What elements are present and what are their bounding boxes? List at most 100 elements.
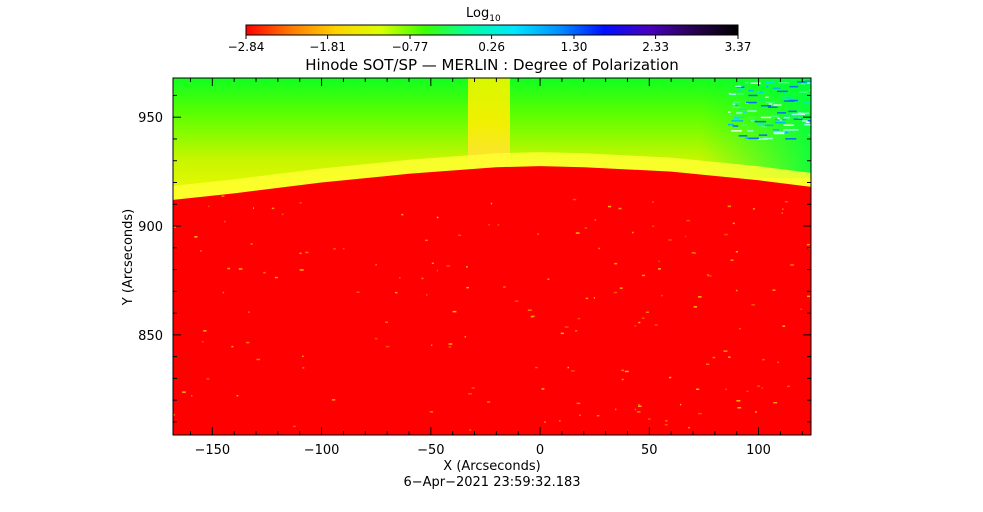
disk-speck (429, 411, 434, 413)
disk-speck (746, 390, 749, 393)
noise-mark (791, 113, 802, 116)
colorbar-tick-label: 3.37 (725, 40, 752, 54)
noise-mark (766, 86, 769, 88)
noise-mark (729, 93, 737, 96)
disk-speck (464, 336, 466, 338)
noise-mark (775, 122, 786, 124)
noise-mark (748, 94, 758, 97)
disk-speck (577, 317, 581, 320)
disk-speck (757, 385, 760, 387)
disk-speck (201, 341, 204, 343)
disk-speck (571, 370, 575, 372)
noise-mark (793, 118, 803, 120)
chart-title: Hinode SOT/SP — MERLIN : Degree of Polar… (305, 56, 679, 74)
disk-speck (658, 260, 660, 263)
noise-mark (765, 101, 776, 104)
disk-speck (535, 366, 538, 369)
noise-mark (770, 115, 780, 118)
disk-speck (593, 297, 595, 299)
colorbar-tick-label: 2.33 (642, 40, 669, 54)
disk-speck (567, 366, 569, 369)
disk-speck (469, 429, 472, 431)
noise-mark (747, 137, 759, 140)
noise-mark (785, 138, 797, 140)
disk-speck (596, 415, 600, 417)
noise-mark (803, 102, 809, 104)
disk-speck (728, 356, 731, 358)
disk-speck (707, 275, 712, 277)
noise-mark (731, 130, 742, 132)
noise-mark (784, 92, 787, 94)
noise-mark (735, 104, 739, 107)
disk-speck (222, 291, 225, 294)
noise-mark (738, 135, 748, 137)
disk-speck (579, 414, 581, 416)
disk-speck (471, 387, 475, 389)
disk-speck (724, 233, 728, 236)
disk-speck (488, 224, 490, 226)
colorbar-label-subscript: 10 (489, 14, 501, 24)
disk-speck (333, 248, 336, 250)
disk-speck (436, 216, 439, 219)
noise-mark (808, 89, 811, 91)
y-tick-label: 950 (138, 111, 163, 126)
disk-speck (736, 400, 741, 402)
noise-mark (777, 90, 788, 93)
disk-speck (772, 289, 776, 291)
timestamp: 6−Apr−2021 23:59:32.183 (403, 475, 580, 490)
disk-speck (274, 276, 278, 279)
noise-mark (772, 87, 781, 90)
disk-speck (782, 208, 784, 210)
disk-speck (619, 287, 623, 289)
x-axis-label: X (Arcseconds) (443, 459, 540, 474)
disk-speck (331, 399, 336, 401)
colorbar-tick-label: 0.26 (478, 40, 505, 54)
noise-mark (732, 103, 736, 106)
noise-mark (767, 106, 778, 108)
disk-speck (613, 291, 618, 294)
disk-speck (782, 325, 786, 327)
disk-speck (790, 264, 795, 266)
noise-mark (804, 81, 811, 83)
noise-mark (728, 123, 734, 126)
disk-speck (730, 259, 734, 261)
colorbar-tick-label: −1.81 (309, 40, 346, 54)
disk-speck (762, 358, 765, 361)
noise-mark (733, 101, 741, 103)
disk-speck (773, 402, 778, 404)
disk-speck (468, 393, 472, 395)
disk-speck (224, 220, 226, 223)
disk-speck (691, 252, 696, 254)
noise-mark (784, 114, 796, 117)
noise-mark (798, 117, 802, 119)
noise-mark (750, 82, 761, 84)
disk-speck (547, 278, 550, 280)
disk-speck (302, 355, 304, 358)
disk-speck (608, 205, 612, 208)
noise-mark (757, 138, 768, 140)
disk-speck (191, 395, 193, 397)
noise-mark (773, 129, 780, 131)
disk-speck (256, 358, 261, 361)
disk-speck (777, 361, 779, 364)
noise-mark (736, 112, 743, 114)
disk-speck (514, 300, 519, 302)
y-tick-label: 850 (138, 329, 163, 344)
disk-speck (634, 325, 637, 327)
noise-mark (765, 96, 769, 98)
disk-speck (490, 202, 493, 205)
disk-speck (647, 418, 651, 420)
disk-speck (735, 251, 738, 253)
disk-speck (173, 226, 176, 228)
noise-mark (744, 81, 749, 84)
disk-speck (385, 321, 388, 323)
plot-frame (172, 77, 812, 436)
disk-speck (299, 202, 302, 204)
noise-mark (765, 124, 774, 127)
noise-mark (732, 125, 739, 127)
disk-speck (621, 378, 624, 381)
noise-mark (748, 89, 754, 92)
noise-mark (807, 82, 811, 84)
noise-mark (797, 112, 810, 115)
colorbar-tick-label: −2.84 (228, 40, 265, 54)
